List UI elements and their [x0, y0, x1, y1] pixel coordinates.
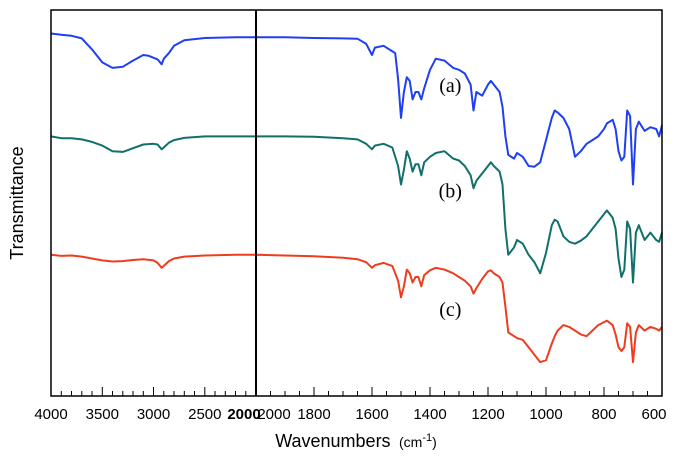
series-line-3: [50, 253, 663, 364]
series-line-1: [50, 32, 663, 186]
x-axis-unit-sup: -1: [422, 432, 432, 444]
x-tick-label: 800: [591, 406, 616, 423]
x-tick-label: 1200: [471, 406, 504, 423]
x-axis-unit: (cm: [399, 434, 422, 450]
series-labels: (a) (b) (c): [439, 75, 462, 321]
x-tick-label: 3500: [86, 406, 119, 423]
series-line-2: [50, 135, 663, 284]
series-label-1: (a): [439, 75, 461, 97]
x-tick-label: 1000: [529, 406, 562, 423]
plot-frame: [50, 9, 663, 397]
x-tick-label: 1400: [413, 406, 446, 423]
series-label-2: (b): [439, 180, 462, 202]
x-tick-label: 3000: [137, 406, 170, 423]
x-axis-label-text: Wavenumbers: [275, 431, 390, 451]
x-tick-label: 2500: [188, 406, 221, 423]
x-tick-label: 1800: [297, 406, 330, 423]
spectrum-curves: [50, 32, 663, 364]
y-axis-label: Transmittance: [7, 146, 27, 259]
x-axis-label: Wavenumbers (cm-1): [275, 431, 437, 451]
x-tick-label: 600: [641, 406, 666, 423]
x-tick-label: 4000: [34, 406, 67, 423]
x-tick-label: 1600: [355, 406, 388, 423]
series-label-3: (c): [439, 299, 461, 321]
x-tick-label: 2000: [257, 406, 290, 423]
x-tick-label: 2000: [227, 406, 260, 423]
x-axis-unit-close: ): [432, 434, 437, 450]
